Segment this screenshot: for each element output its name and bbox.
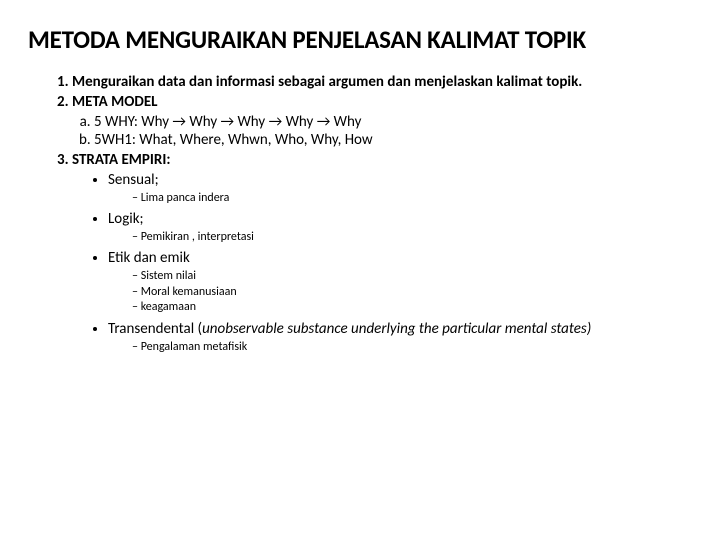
list-item-2: META MODEL 5 WHY: Why → Why → Why → Why … — [72, 93, 692, 150]
dash-item: Lima panca indera — [132, 191, 692, 207]
bullet-sensual-label: Sensual; — [108, 171, 159, 189]
list-item-2-label: META MODEL — [72, 93, 158, 111]
dash-item: Pengalaman metafisik — [132, 340, 692, 356]
slide-title: METODA MENGURAIKAN PENJELASAN KALIMAT TO… — [28, 24, 692, 55]
alpha-list: 5 WHY: Why → Why → Why → Why → Why 5WH1:… — [72, 113, 692, 151]
list-item-3-label: STRATA EMPIRI: — [72, 151, 170, 169]
bullet-logik: Logik; Pemikiran , interpretasi — [108, 210, 692, 245]
bullet-transendental: Transendental (unobservable substance un… — [108, 320, 692, 355]
dash-item: Moral kemanusiaan — [132, 285, 692, 301]
dash-list-logik: Pemikiran , interpretasi — [108, 230, 692, 246]
bullet-trans-prefix: Transendental ( — [108, 320, 202, 338]
list-item-1: Menguraikan data dan informasi sebagai a… — [72, 73, 692, 92]
bullet-sensual: Sensual; Lima panca indera — [108, 171, 692, 206]
dash-item: Sistem nilai — [132, 269, 692, 285]
dash-list-sensual: Lima panca indera — [108, 191, 692, 207]
dash-item: Pemikiran , interpretasi — [132, 230, 692, 246]
bullet-logik-label: Logik; — [108, 210, 144, 228]
slide-container: METODA MENGURAIKAN PENJELASAN KALIMAT TO… — [0, 0, 720, 540]
alpha-item-a: 5 WHY: Why → Why → Why → Why → Why — [94, 113, 692, 132]
bullet-list: Sensual; Lima panca indera Logik; Pemiki… — [72, 171, 692, 356]
alpha-item-b: 5WH1: What, Where, Whwn, Who, Why, How — [94, 131, 692, 150]
dash-item: keagamaan — [132, 300, 692, 316]
list-item-3: STRATA EMPIRI: Sensual; Lima panca inder… — [72, 151, 692, 355]
dash-list-etik: Sistem nilai Moral kemanusiaan keagamaan — [108, 269, 692, 316]
bullet-etik-label: Etik dan emik — [108, 249, 190, 267]
dash-list-trans: Pengalaman metafisik — [108, 340, 692, 356]
bullet-etik: Etik dan emik Sistem nilai Moral kemanus… — [108, 249, 692, 316]
numbered-list: Menguraikan data dan informasi sebagai a… — [28, 73, 692, 355]
bullet-trans-italic: unobservable substance underlying the pa… — [202, 320, 591, 338]
